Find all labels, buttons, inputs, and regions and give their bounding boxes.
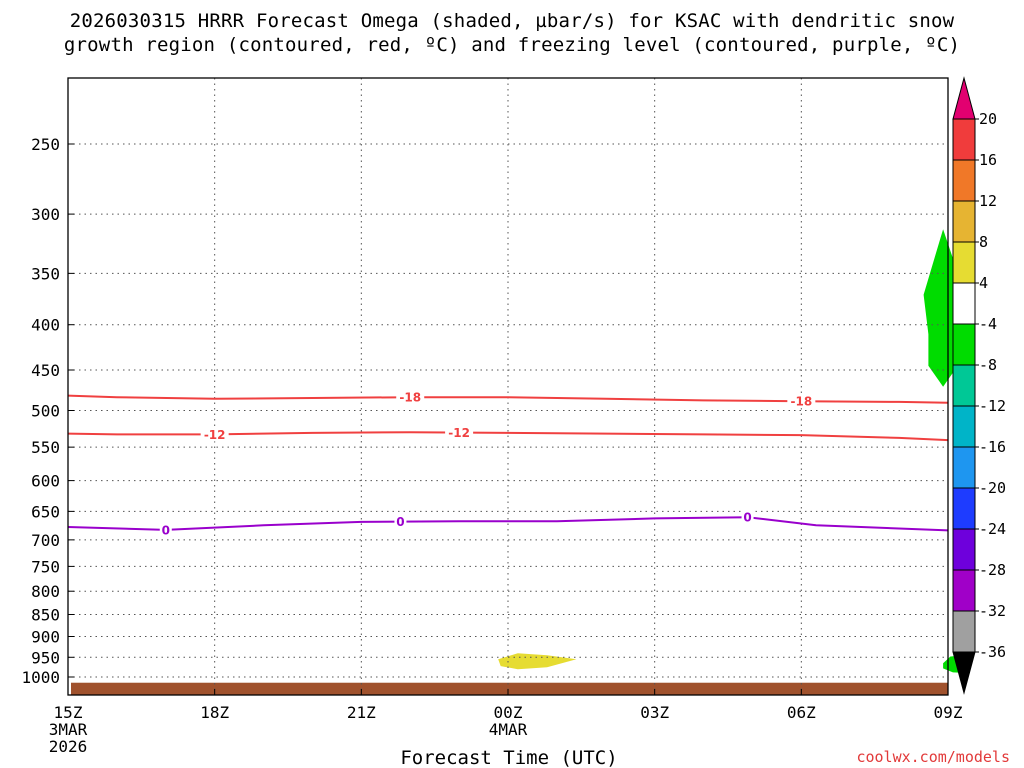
x-tick-label-6: 21Z	[347, 703, 376, 722]
x-tick-label-3: 18Z	[200, 703, 229, 722]
y-tick-label-900: 900	[31, 627, 60, 646]
y-tick-label-1000: 1000	[21, 668, 60, 687]
colorbar-box-11	[952, 569, 976, 612]
colorbar-box-5	[952, 323, 976, 366]
x-tick-label-12: 03Z	[640, 703, 669, 722]
x-tick-label-15: 06Z	[787, 703, 816, 722]
y-tick-label-650: 650	[31, 502, 60, 521]
y-tick-label-450: 450	[31, 361, 60, 380]
y-tick-label-750: 750	[31, 557, 60, 576]
x-tick-label-9: 00Z 4MAR	[489, 703, 528, 739]
contour-label-0-2: 0	[743, 511, 751, 525]
colorbar-tick-label-7: -12	[979, 397, 1006, 415]
colorbar-bottom-triangle	[952, 651, 976, 695]
y-tick-label-950: 950	[31, 648, 60, 667]
colorbar-box-12	[952, 610, 976, 653]
y-tick-label-600: 600	[31, 472, 60, 491]
y-tick-label-850: 850	[31, 606, 60, 625]
y-tick-label-550: 550	[31, 438, 60, 457]
colorbar-tick-label-13: -36	[979, 643, 1006, 661]
colorbar-tick-label-4: 4	[979, 274, 988, 292]
chart-title-line-2: growth region (contoured, red, ºC) and f…	[63, 34, 961, 56]
contour-label-bg--12-1	[445, 425, 474, 440]
contour-label-bg--12-0	[200, 427, 229, 442]
y-tick-label-300: 300	[31, 205, 60, 224]
y-tick-label-400: 400	[31, 316, 60, 335]
colorbar-box-2	[952, 200, 976, 243]
colorbar-tick-label-0: 20	[979, 110, 997, 128]
contour-line-0	[67, 516, 949, 532]
colorbar-box-10	[952, 528, 976, 571]
colorbar-tick-label-12: -32	[979, 602, 1006, 620]
contour-label-0-0: 0	[162, 523, 170, 537]
contour-label--18-0: -18	[399, 391, 421, 405]
contour-label--12-1: -12	[448, 426, 470, 440]
x-axis-label: Forecast Time (UTC)	[400, 747, 617, 768]
y-tick-label-250: 250	[31, 135, 60, 154]
colorbar-tick-label-8: -16	[979, 438, 1006, 456]
colorbar-box-0	[952, 118, 976, 161]
contour-label-bg--18-1	[787, 394, 816, 409]
contour-label-0-1: 0	[396, 515, 404, 529]
contour-label-bg--18-0	[396, 390, 425, 405]
contour-line--12	[67, 431, 949, 442]
colorbar-tick-label-9: -20	[979, 479, 1006, 497]
colorbar-box-3	[952, 241, 976, 284]
contour-label--18-1: -18	[790, 395, 812, 409]
x-tick-label-18: 09Z	[934, 703, 963, 722]
contour-label--12-0: -12	[204, 428, 226, 442]
colorbar-box-7	[952, 405, 976, 448]
colorbar-box-1	[952, 159, 976, 202]
colorbar-tick-label-11: -28	[979, 561, 1006, 579]
contour-label-bg-0-0	[159, 522, 172, 537]
contour-label-bg-0-2	[741, 510, 754, 525]
colorbar-tick-label-5: -4	[979, 315, 997, 333]
colorbar-tick-label-3: 8	[979, 233, 988, 251]
colorbar-tick-label-6: -8	[979, 356, 997, 374]
colorbar-box-9	[952, 487, 976, 530]
x-tick-label-0: 15Z 3MAR 2026	[49, 703, 88, 756]
shaded-region-omega-4-to-8-lower	[498, 653, 577, 670]
y-tick-label-500: 500	[31, 402, 60, 421]
y-tick-label-350: 350	[31, 264, 60, 283]
colorbar-tick-label-10: -24	[979, 520, 1006, 538]
colorbar-box-4	[952, 282, 976, 325]
colorbar-tick-label-1: 16	[979, 151, 997, 169]
colorbar-box-6	[952, 364, 976, 407]
chart-title-line-1: 2026030315 HRRR Forecast Omega (shaded, …	[69, 10, 955, 32]
terrain-fill	[71, 682, 948, 695]
colorbar-tick-label-2: 12	[979, 192, 997, 210]
y-tick-label-800: 800	[31, 582, 60, 601]
watermark[interactable]: coolwx.com/models	[856, 748, 1010, 766]
colorbar-top-triangle	[952, 76, 976, 120]
y-tick-label-700: 700	[31, 531, 60, 550]
colorbar-box-8	[952, 446, 976, 489]
contour-label-bg-0-1	[394, 514, 407, 529]
contour-line--18	[67, 394, 949, 404]
